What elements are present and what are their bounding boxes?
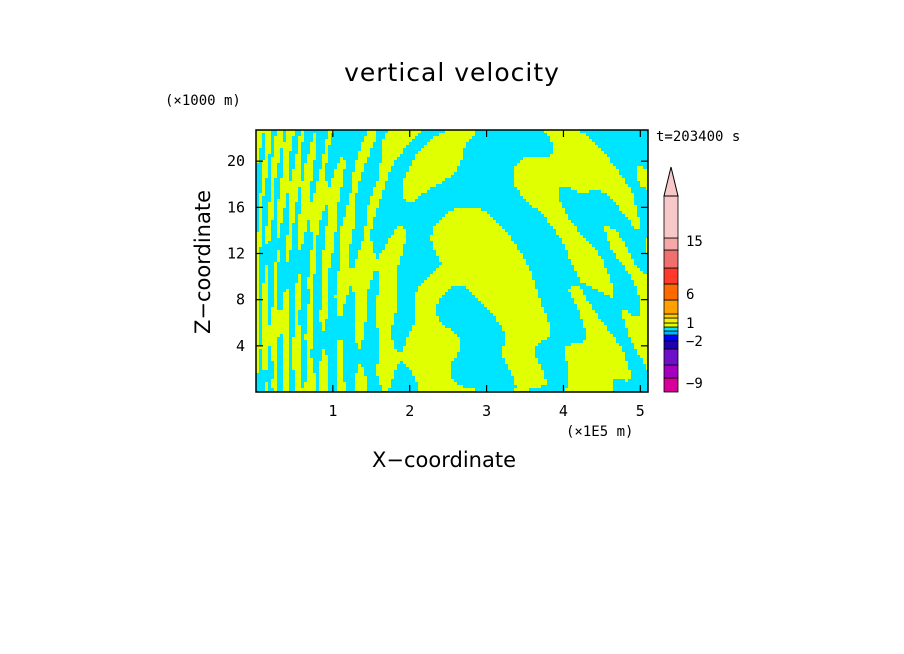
colorbar-label: 1 xyxy=(686,316,694,332)
y-tick-label: 20 xyxy=(227,152,245,170)
colorbar-segment xyxy=(663,322,679,328)
colorbar-segment xyxy=(663,267,679,285)
colorbar-label: −2 xyxy=(686,334,703,350)
colorbar-segment xyxy=(663,249,679,269)
colorbar-segment xyxy=(663,299,679,315)
y-tick-label: 4 xyxy=(236,337,245,355)
colorbar-segment xyxy=(663,334,679,342)
x-tick-label: 3 xyxy=(482,402,491,420)
x-tick-label: 2 xyxy=(405,402,414,420)
colorbar-segment xyxy=(663,348,679,366)
x-axis-unit: (×1E5 m) xyxy=(566,424,634,440)
x-tick-label: 5 xyxy=(636,402,645,420)
contour-field xyxy=(256,130,648,392)
x-axis-label: X−coordinate xyxy=(372,448,516,472)
colorbar-segment xyxy=(663,283,679,301)
colorbar-segment xyxy=(663,377,679,393)
time-label: t=203400 s xyxy=(656,129,741,145)
colorbar-extend-arrow xyxy=(663,166,679,197)
y-tick-label: 12 xyxy=(227,244,245,262)
colorbar-segment xyxy=(663,317,679,324)
y-tick-label: 8 xyxy=(236,291,245,309)
y-tick-label: 16 xyxy=(227,198,245,216)
colorbar-segment xyxy=(663,195,679,239)
y-axis-unit: (×1000 m) xyxy=(165,93,241,109)
colorbar-segment xyxy=(663,364,679,379)
colorbar-segment xyxy=(663,330,679,336)
colorbar-segment xyxy=(663,340,679,350)
colorbar-label: 15 xyxy=(686,234,703,250)
x-tick-label: 1 xyxy=(328,402,337,420)
colorbar: 15 6 1 −2 −9 xyxy=(663,166,703,393)
colorbar-label: −9 xyxy=(686,376,703,392)
x-tick-label: 4 xyxy=(559,402,568,420)
colorbar-segment xyxy=(663,326,679,332)
colorbar-segment xyxy=(663,313,679,319)
chart-title: vertical velocity xyxy=(344,58,560,87)
colorbar-segment xyxy=(663,237,679,251)
plot-frame xyxy=(255,129,649,393)
colorbar-label: 6 xyxy=(686,287,694,303)
positive-velocity-region xyxy=(256,130,648,392)
